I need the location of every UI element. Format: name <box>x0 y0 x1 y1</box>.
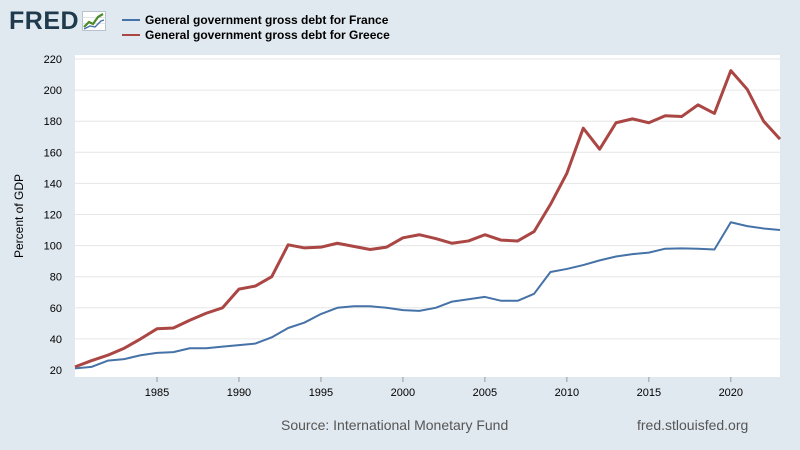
series-line-greece[interactable] <box>74 69 782 369</box>
y-tick-label: 100 <box>44 241 62 253</box>
y-tick-label: 40 <box>50 334 62 346</box>
fred-logo[interactable]: FRED <box>9 7 107 35</box>
x-tick-labels: 1985 1990 1995 2000 2005 2010 2015 2020 <box>145 377 743 399</box>
y-axis-label: Percent of GDP <box>12 174 26 258</box>
legend-label-greece: General government gross debt for Greece <box>145 27 390 42</box>
x-tick-label: 1985 <box>145 387 169 399</box>
y-tick-label: 180 <box>44 116 62 128</box>
legend-item-france[interactable]: General government gross debt for France <box>122 12 390 27</box>
fred-graph-icon <box>82 11 107 31</box>
y-tick-label: 80 <box>50 272 62 284</box>
x-tick-label: 2000 <box>391 387 415 399</box>
legend-swatch-france <box>122 18 140 21</box>
fred-logo-text: FRED <box>9 7 80 35</box>
y-tick-label: 120 <box>44 210 62 222</box>
grid-lines <box>75 58 780 340</box>
y-tick-label: 220 <box>44 54 62 66</box>
series-line-france[interactable] <box>74 221 781 370</box>
y-tick-label: 140 <box>44 178 62 190</box>
x-tick-label: 2010 <box>555 387 579 399</box>
y-tick-labels: 20 40 60 80 100 120 140 160 180 200 220 <box>44 54 62 377</box>
y-tick-label: 60 <box>50 303 62 315</box>
x-tick-label: 1990 <box>227 387 251 399</box>
source-note: Source: International Monetary Fund <box>281 417 509 433</box>
y-tick-label: 20 <box>50 365 62 377</box>
y-tick-label: 160 <box>44 147 62 159</box>
series-lines <box>74 69 782 370</box>
x-tick-label: 1995 <box>309 387 333 399</box>
x-tick-label: 2005 <box>473 387 497 399</box>
legend-item-greece[interactable]: General government gross debt for Greece <box>122 27 390 42</box>
x-tick-label: 2015 <box>637 387 661 399</box>
chart-legend: General government gross debt for France… <box>122 12 390 42</box>
y-tick-label: 200 <box>44 85 62 97</box>
fred-url-link[interactable]: fred.stlouisfed.org <box>637 417 749 433</box>
legend-swatch-greece <box>122 33 140 36</box>
legend-label-france: General government gross debt for France <box>145 12 389 27</box>
plot-area <box>75 55 780 377</box>
x-tick-label: 2020 <box>719 387 743 399</box>
